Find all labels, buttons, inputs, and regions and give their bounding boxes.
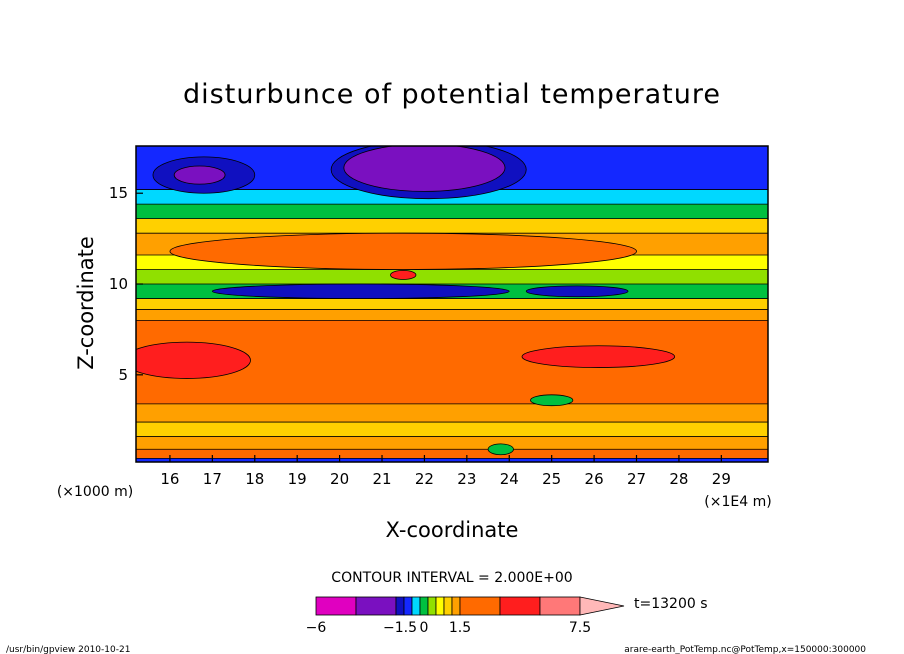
x-tick-label-20: 20 (330, 470, 349, 488)
footer-right: arare-earth_PotTemp.nc@PotTemp,x=150000:… (624, 645, 866, 654)
colorbar-segment-8 (443, 596, 453, 616)
colorbar-label-0: −6 (306, 620, 327, 636)
x-tick-label-24: 24 (500, 470, 519, 488)
colorbar-segment-7 (435, 596, 445, 616)
y-axis-label: Z-coordinate (74, 236, 98, 370)
colorbar-label-3: 1.5 (449, 620, 471, 636)
contour-cell-8 (521, 345, 676, 368)
x-tick-label-29: 29 (712, 470, 731, 488)
colorbar-label-2: 0 (420, 620, 429, 636)
colorbar-segment-9 (451, 596, 461, 616)
colorbar-segment-4 (411, 596, 421, 616)
x-tick-label-25: 25 (542, 470, 561, 488)
footer-left: /usr/bin/gpview 2010-10-21 (6, 645, 130, 654)
contour-cell-5 (211, 283, 510, 299)
x-tick-label-26: 26 (585, 470, 604, 488)
y-tick-label-15: 15 (109, 184, 128, 202)
x-tick-label-16: 16 (160, 470, 179, 488)
x-tick-label-22: 22 (415, 470, 434, 488)
colorbar: −6 −1.5 0 1.5 7.5 (306, 596, 625, 636)
contour-band-6 (136, 309, 768, 321)
contour-band-4 (136, 403, 768, 423)
colorbar-segment-3 (403, 596, 413, 616)
colorbar-segment-5 (419, 596, 429, 616)
contour-band-13 (136, 204, 768, 219)
contour-field (136, 146, 768, 462)
y-tick-label-10: 10 (109, 275, 128, 293)
contour-band-0 (136, 458, 768, 462)
contour-cell-1 (343, 146, 506, 192)
colorbar-segment-12 (539, 596, 581, 616)
x-tick-label-23: 23 (457, 470, 476, 488)
contour-cell-3 (173, 165, 226, 185)
x-unit-left: (×1000 m) (57, 484, 133, 500)
x-tick-label-18: 18 (245, 470, 264, 488)
x-tick-label-27: 27 (627, 470, 646, 488)
colorbar-segment-1 (355, 596, 397, 616)
time-label: t=13200 s (634, 596, 708, 612)
x-axis: 16 17 18 19 20 21 22 23 24 25 26 27 28 29 (160, 455, 731, 488)
contour-interval-label: CONTOUR INTERVAL = 2.000E+00 (331, 570, 572, 586)
x-tick-label-28: 28 (669, 470, 688, 488)
contour-cell-11 (487, 443, 514, 456)
x-tick-label-21: 21 (372, 470, 391, 488)
contour-cell-4 (169, 232, 637, 270)
colorbar-segment-6 (427, 596, 437, 616)
contour-band-9 (136, 269, 768, 285)
contour-cell-10 (530, 394, 574, 407)
colorbar-segment-11 (499, 596, 541, 616)
colorbar-label-1: −1.5 (383, 620, 417, 636)
contour-cell-6 (525, 285, 629, 298)
contour-band-12 (136, 218, 768, 234)
contour-cell-7 (136, 341, 251, 379)
x-axis-label: X-coordinate (386, 518, 519, 542)
contour-band-7 (136, 298, 768, 310)
colorbar-segment-2 (395, 596, 405, 616)
contour-band-1 (136, 449, 768, 459)
y-tick-label-5: 5 (118, 366, 128, 384)
y-axis: 5 10 15 (109, 184, 143, 384)
colorbar-arrow (579, 596, 625, 616)
plot-frame (135, 145, 769, 463)
colorbar-segment-0 (315, 596, 357, 616)
contour-band-3 (136, 422, 768, 437)
chart-title: disturbunce of potential temperature (183, 79, 721, 110)
x-unit-right: (×1E4 m) (704, 494, 771, 510)
x-tick-label-17: 17 (203, 470, 222, 488)
colorbar-label-4: 7.5 (569, 620, 591, 636)
contour-cell-9 (390, 270, 417, 280)
x-tick-label-19: 19 (288, 470, 307, 488)
colorbar-segment-10 (459, 596, 501, 616)
contour-band-2 (136, 436, 768, 450)
